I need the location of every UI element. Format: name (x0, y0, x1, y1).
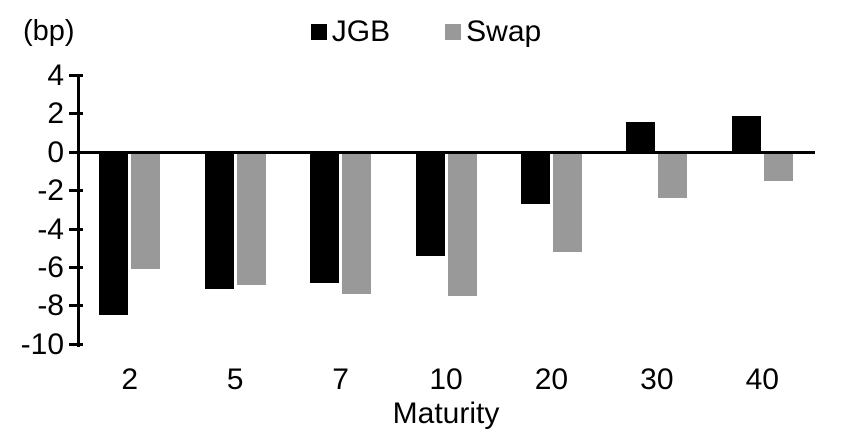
bar-jgb-m10 (415, 152, 445, 256)
y-axis-tick-label: 0 (47, 135, 64, 169)
legend-label-swap: Swap (466, 15, 542, 48)
bar-swap-m2 (131, 152, 161, 270)
x-axis-title: Maturity (392, 397, 500, 430)
bar-jgb-m20 (520, 152, 550, 205)
legend-item-jgb: JGB (310, 15, 391, 49)
y-axis-tick-label: -10 (20, 327, 64, 361)
legend-swatch-jgb (310, 24, 327, 40)
y-axis-tick-label: 4 (47, 59, 64, 93)
y-axis-tick (69, 227, 83, 231)
y-axis-tick-label: -6 (37, 250, 64, 284)
y-axis-unit-label: (bp) (23, 15, 75, 47)
bar-swap-m40 (763, 152, 793, 182)
y-axis-tick-label: 2 (47, 97, 64, 131)
bar-jgb-m2 (99, 152, 129, 316)
x-axis-tick-label: 20 (534, 363, 569, 396)
x-axis-tick-label: 7 (332, 363, 349, 396)
bar-jgb-m5 (204, 152, 234, 289)
y-axis-tick (69, 265, 83, 269)
x-axis-zero-line (77, 150, 815, 154)
y-axis-line (77, 75, 80, 348)
x-axis-tick-label: 30 (640, 363, 674, 396)
chart-legend: JGB Swap (0, 12, 852, 52)
bar-swap-m5 (236, 152, 266, 285)
y-axis-tick (69, 74, 83, 78)
bar-jgb-m30 (626, 121, 656, 153)
legend-item-swap: Swap (445, 15, 541, 49)
x-axis-tick-label: 10 (429, 363, 463, 396)
bar-jgb-m7 (310, 152, 340, 283)
y-axis-tick-label: -4 (37, 212, 64, 246)
bar-swap-m7 (342, 152, 372, 295)
bar-swap-m20 (552, 152, 582, 253)
bar-swap-m10 (447, 152, 477, 297)
legend-label-jgb: JGB (331, 15, 391, 48)
bar-jgb-m40 (731, 115, 761, 153)
y-axis-tick (69, 189, 83, 193)
y-axis-tick-label: -8 (37, 289, 64, 323)
legend-swatch-swap (445, 24, 462, 40)
bar-swap-m30 (658, 152, 688, 199)
y-axis-tick (69, 150, 83, 154)
x-axis-tick-label: 2 (121, 363, 139, 396)
y-axis-tick (69, 112, 83, 116)
x-axis-tick-label: 40 (745, 363, 779, 396)
y-axis-tick-label: -2 (37, 174, 64, 208)
y-axis-tick (69, 342, 83, 346)
y-axis-tick (69, 304, 83, 308)
x-axis-tick-label: 5 (226, 363, 244, 396)
